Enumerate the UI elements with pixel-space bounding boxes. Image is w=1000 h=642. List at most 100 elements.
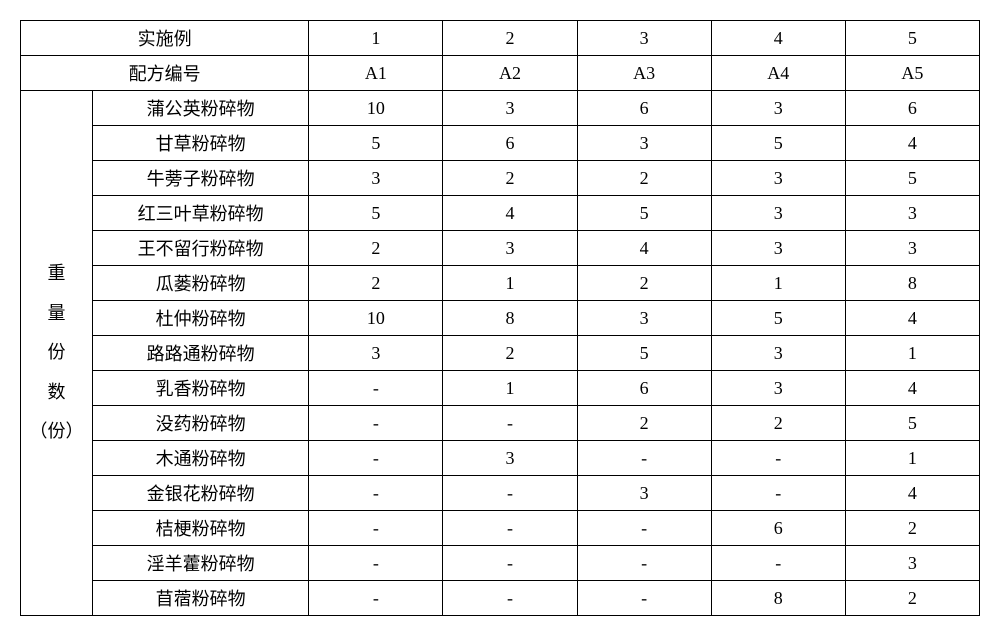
header-formula-label: 配方编号 xyxy=(21,56,309,91)
value-cell: - xyxy=(443,581,577,616)
col-num: 1 xyxy=(309,21,443,56)
value-cell: - xyxy=(577,511,711,546)
value-cell: - xyxy=(309,476,443,511)
ingredient-name: 甘草粉碎物 xyxy=(93,126,309,161)
value-cell: 1 xyxy=(711,266,845,301)
value-cell: 3 xyxy=(443,91,577,126)
table-row: 牛蒡子粉碎物32235 xyxy=(21,161,980,196)
value-cell: 8 xyxy=(845,266,979,301)
value-cell: 3 xyxy=(845,231,979,266)
value-cell: 3 xyxy=(711,196,845,231)
value-cell: 5 xyxy=(577,196,711,231)
value-cell: 4 xyxy=(845,126,979,161)
value-cell: 3 xyxy=(577,476,711,511)
value-cell: 5 xyxy=(309,126,443,161)
value-cell: 2 xyxy=(845,581,979,616)
value-cell: - xyxy=(443,406,577,441)
table-row: 甘草粉碎物56354 xyxy=(21,126,980,161)
table-row: 红三叶草粉碎物54533 xyxy=(21,196,980,231)
value-cell: 2 xyxy=(577,406,711,441)
value-cell: 3 xyxy=(711,336,845,371)
value-cell: 2 xyxy=(577,161,711,196)
value-cell: 5 xyxy=(577,336,711,371)
value-cell: 5 xyxy=(711,126,845,161)
value-cell: 3 xyxy=(309,336,443,371)
table-row: 淫羊藿粉碎物----3 xyxy=(21,546,980,581)
ingredient-name: 路路通粉碎物 xyxy=(93,336,309,371)
ingredient-name: 瓜蒌粉碎物 xyxy=(93,266,309,301)
value-cell: - xyxy=(309,581,443,616)
value-cell: 6 xyxy=(711,511,845,546)
table-row: 重量份数（份）蒲公英粉碎物103636 xyxy=(21,91,980,126)
value-cell: - xyxy=(577,581,711,616)
value-cell: 6 xyxy=(845,91,979,126)
table-row: 王不留行粉碎物23433 xyxy=(21,231,980,266)
value-cell: 8 xyxy=(711,581,845,616)
table-row: 没药粉碎物--225 xyxy=(21,406,980,441)
value-cell: 1 xyxy=(845,336,979,371)
value-cell: 3 xyxy=(443,231,577,266)
value-cell: 3 xyxy=(711,231,845,266)
formula-table: 实施例 1 2 3 4 5 配方编号 A1 A2 A3 A4 A5 重量份数（份… xyxy=(20,20,980,616)
table-row: 金银花粉碎物--3-4 xyxy=(21,476,980,511)
table-row: 路路通粉碎物32531 xyxy=(21,336,980,371)
value-cell: 6 xyxy=(443,126,577,161)
value-cell: 3 xyxy=(845,546,979,581)
value-cell: 4 xyxy=(443,196,577,231)
value-cell: 3 xyxy=(711,161,845,196)
ingredient-name: 苜蓿粉碎物 xyxy=(93,581,309,616)
table-row: 乳香粉碎物-1634 xyxy=(21,371,980,406)
ingredient-name: 木通粉碎物 xyxy=(93,441,309,476)
ingredient-name: 没药粉碎物 xyxy=(93,406,309,441)
value-cell: 5 xyxy=(845,406,979,441)
col-code: A4 xyxy=(711,56,845,91)
value-cell: 2 xyxy=(577,266,711,301)
ingredient-name: 红三叶草粉碎物 xyxy=(93,196,309,231)
weight-parts-label: 重量份数（份） xyxy=(21,91,93,616)
value-cell: 4 xyxy=(845,371,979,406)
value-cell: 3 xyxy=(711,371,845,406)
ingredient-name: 金银花粉碎物 xyxy=(93,476,309,511)
value-cell: 3 xyxy=(443,441,577,476)
table-row: 木通粉碎物-3--1 xyxy=(21,441,980,476)
value-cell: - xyxy=(443,546,577,581)
value-cell: 2 xyxy=(845,511,979,546)
table-body: 实施例 1 2 3 4 5 配方编号 A1 A2 A3 A4 A5 重量份数（份… xyxy=(21,21,980,616)
value-cell: 3 xyxy=(309,161,443,196)
value-cell: 4 xyxy=(845,476,979,511)
value-cell: 3 xyxy=(577,301,711,336)
value-cell: - xyxy=(577,546,711,581)
value-cell: 4 xyxy=(845,301,979,336)
value-cell: 2 xyxy=(711,406,845,441)
value-cell: - xyxy=(309,371,443,406)
value-cell: - xyxy=(711,546,845,581)
value-cell: 2 xyxy=(443,336,577,371)
value-cell: 2 xyxy=(309,266,443,301)
value-cell: 3 xyxy=(845,196,979,231)
table-row: 苜蓿粉碎物---82 xyxy=(21,581,980,616)
value-cell: 3 xyxy=(711,91,845,126)
ingredient-name: 淫羊藿粉碎物 xyxy=(93,546,309,581)
header-row-2: 配方编号 A1 A2 A3 A4 A5 xyxy=(21,56,980,91)
value-cell: - xyxy=(309,511,443,546)
col-num: 3 xyxy=(577,21,711,56)
value-cell: 1 xyxy=(443,371,577,406)
ingredient-name: 桔梗粉碎物 xyxy=(93,511,309,546)
value-cell: - xyxy=(309,406,443,441)
value-cell: 8 xyxy=(443,301,577,336)
value-cell: - xyxy=(443,511,577,546)
value-cell: 5 xyxy=(845,161,979,196)
value-cell: - xyxy=(309,441,443,476)
value-cell: - xyxy=(577,441,711,476)
ingredient-name: 牛蒡子粉碎物 xyxy=(93,161,309,196)
value-cell: 3 xyxy=(577,126,711,161)
value-cell: 5 xyxy=(309,196,443,231)
value-cell: 1 xyxy=(443,266,577,301)
table-row: 杜仲粉碎物108354 xyxy=(21,301,980,336)
col-num: 2 xyxy=(443,21,577,56)
table-row: 桔梗粉碎物---62 xyxy=(21,511,980,546)
col-code: A5 xyxy=(845,56,979,91)
value-cell: 5 xyxy=(711,301,845,336)
ingredient-name: 蒲公英粉碎物 xyxy=(93,91,309,126)
value-cell: 1 xyxy=(845,441,979,476)
